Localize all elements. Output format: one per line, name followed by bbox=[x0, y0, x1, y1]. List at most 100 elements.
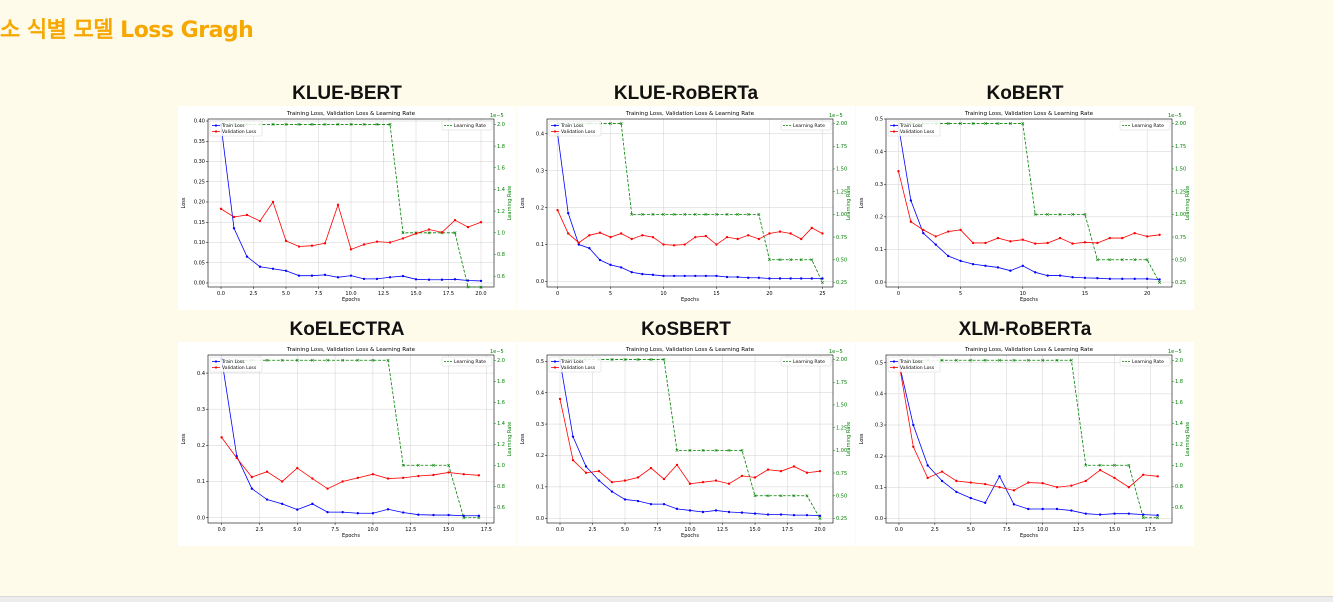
lr-point bbox=[727, 448, 731, 452]
train-loss-point bbox=[778, 277, 782, 280]
validation-loss-point bbox=[310, 244, 314, 247]
train-loss-point bbox=[597, 479, 601, 482]
train-loss-point bbox=[571, 435, 575, 438]
lr-point bbox=[1055, 358, 1059, 362]
y-tick-label: 0.40 bbox=[194, 119, 205, 125]
train-loss-point bbox=[1084, 512, 1087, 515]
train-loss-point bbox=[1156, 514, 1159, 517]
train-loss-point bbox=[1108, 277, 1112, 281]
lr-point bbox=[310, 122, 314, 126]
validation-loss-point bbox=[326, 487, 329, 490]
validation-loss-point bbox=[453, 219, 457, 222]
validation-loss-point bbox=[284, 239, 288, 243]
lr-point bbox=[416, 463, 420, 467]
train-loss-point bbox=[245, 255, 249, 258]
y2-axis-label: Learning Rate bbox=[846, 422, 852, 457]
lr-point bbox=[959, 122, 963, 126]
validation-loss-point bbox=[946, 230, 950, 233]
validation-loss-point bbox=[598, 231, 602, 234]
validation-loss-point bbox=[909, 220, 913, 223]
y2-offset-label: 1e−5 bbox=[490, 113, 504, 119]
train-loss-point bbox=[1012, 503, 1016, 506]
y2-offset-label: 1e−5 bbox=[1168, 349, 1182, 355]
train-loss-point bbox=[577, 243, 580, 246]
y-tick-label: 0.5 bbox=[875, 360, 883, 366]
lr-point bbox=[675, 448, 679, 452]
x-tick-label: 10 bbox=[1020, 291, 1026, 297]
train-loss-point bbox=[636, 499, 640, 503]
y-tick-label: 0.30 bbox=[194, 159, 205, 165]
train-loss-point bbox=[821, 277, 824, 280]
lr-point bbox=[810, 258, 814, 262]
validation-loss-point bbox=[940, 470, 944, 473]
validation-loss-point bbox=[232, 215, 236, 219]
y2-tick-label: 1.25 bbox=[1175, 189, 1186, 195]
train-loss-point bbox=[688, 509, 692, 512]
lr-point bbox=[946, 122, 950, 126]
legend-box-loss bbox=[887, 356, 941, 373]
train-loss-point bbox=[1083, 276, 1087, 280]
validation-loss-point bbox=[800, 237, 803, 241]
series-line-learning-rate bbox=[898, 359, 1158, 519]
train-loss-point bbox=[311, 502, 314, 506]
validation-loss-point bbox=[1046, 241, 1049, 245]
train-loss-point bbox=[297, 274, 301, 277]
lr-point bbox=[1145, 258, 1149, 262]
train-loss-point bbox=[672, 274, 676, 278]
y2-tick-label: 2.00 bbox=[836, 121, 847, 127]
lr-point bbox=[704, 212, 708, 216]
legend-label-validation: Validation Loss bbox=[900, 365, 935, 371]
validation-loss-point bbox=[818, 469, 822, 473]
y2-tick-label: 1.0 bbox=[497, 463, 505, 469]
validation-loss-point bbox=[1034, 242, 1037, 245]
lr-point bbox=[1012, 358, 1016, 362]
x-axis-label: Epochs bbox=[681, 533, 699, 539]
validation-loss-point bbox=[753, 476, 757, 479]
x-tick-label: 7.5 bbox=[654, 527, 662, 533]
validation-loss-point bbox=[757, 237, 761, 241]
train-loss-point bbox=[909, 199, 913, 202]
validation-loss-point bbox=[588, 234, 591, 237]
train-loss-point bbox=[566, 211, 570, 215]
y-tick-label: 0.3 bbox=[536, 422, 544, 428]
validation-loss-point bbox=[1084, 479, 1087, 483]
validation-loss-point bbox=[619, 232, 623, 235]
validation-loss-point bbox=[280, 480, 284, 483]
legend-marker-train bbox=[214, 360, 218, 363]
legend-label-lr: Learning Rate bbox=[454, 123, 486, 129]
validation-loss-point bbox=[1158, 233, 1161, 237]
train-loss-point bbox=[630, 271, 633, 274]
legend-box-loss bbox=[887, 120, 941, 137]
validation-loss-point bbox=[349, 248, 353, 251]
legend-label-train: Train Loss bbox=[899, 359, 923, 365]
y-tick-label: 0.3 bbox=[875, 182, 883, 188]
validation-loss-point bbox=[417, 474, 420, 478]
x-tick-label: 0.0 bbox=[895, 527, 903, 533]
validation-loss-point bbox=[447, 471, 450, 474]
chart-panel-koelectra: KoELECTRA 0.0 2.5 5.0 7.5 10.0 12.5 15.0 17.5 0.… bbox=[178, 318, 516, 546]
y2-tick-label: 1.25 bbox=[836, 425, 847, 431]
loss-chart-kosbert: 0.0 2.5 5.0 7.5 10.0 12.5 15.0 17.5 20.0 0.0 0.1 0.… bbox=[520, 347, 852, 539]
lr-point bbox=[610, 358, 614, 362]
validation-loss-point bbox=[1108, 236, 1112, 240]
lr-point bbox=[940, 358, 944, 362]
lr-point bbox=[714, 212, 718, 216]
legend-marker-validation bbox=[892, 366, 896, 369]
train-loss-point bbox=[1071, 276, 1074, 279]
y-tick-label: 0.3 bbox=[536, 168, 544, 174]
train-loss-point bbox=[800, 277, 803, 280]
validation-loss-point bbox=[926, 476, 929, 480]
train-loss-point bbox=[336, 276, 340, 279]
train-loss-point bbox=[701, 510, 705, 514]
train-loss-point bbox=[1096, 276, 1099, 280]
lr-point bbox=[757, 212, 761, 216]
chart-box: 0 5 10 15 20 25 0.0 0.1 0.2 0.3 0.4 0.25 0.50 0.75 1.0… bbox=[517, 106, 855, 310]
x-tick-label: 10.0 bbox=[1037, 527, 1048, 533]
lr-point bbox=[683, 212, 687, 216]
y-tick-label: 0.1 bbox=[875, 485, 883, 491]
train-loss-point bbox=[1041, 507, 1044, 511]
legend-label-validation: Validation Loss bbox=[561, 365, 596, 371]
lr-point bbox=[651, 212, 655, 216]
lr-point bbox=[662, 358, 666, 362]
lr-point bbox=[336, 122, 340, 126]
